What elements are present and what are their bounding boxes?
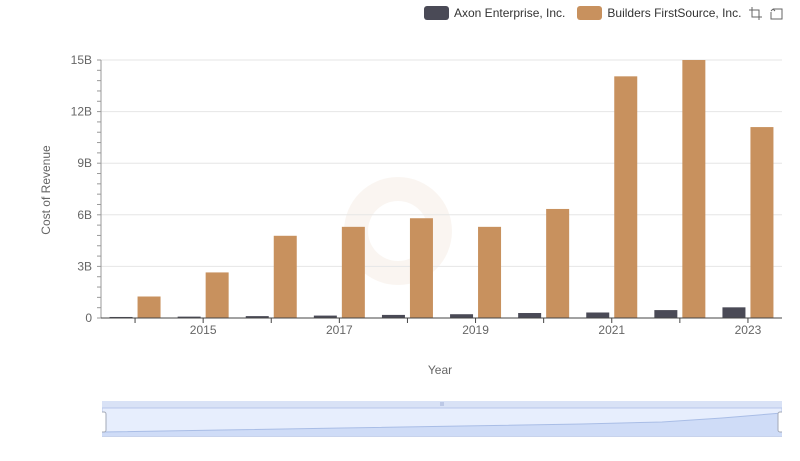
bar-axon-2023[interactable] bbox=[722, 307, 746, 318]
bar-builders-2018[interactable] bbox=[409, 218, 433, 318]
grid-lines bbox=[101, 59, 782, 267]
legend-swatch-axon bbox=[424, 6, 449, 20]
bar-builders-2014[interactable] bbox=[137, 296, 161, 319]
bar-axon-2017[interactable] bbox=[313, 315, 337, 318]
bar-builders-2020[interactable] bbox=[546, 208, 570, 318]
bar-builders-2017[interactable] bbox=[341, 226, 365, 318]
bar-builders-2015[interactable] bbox=[205, 272, 229, 318]
bars bbox=[109, 60, 774, 319]
bar-builders-2021[interactable] bbox=[614, 76, 638, 318]
zoom-slider[interactable] bbox=[102, 401, 782, 437]
legend-swatch-builders bbox=[577, 6, 603, 20]
x-tick-label: 2017 bbox=[326, 323, 353, 337]
bar-builders-2023[interactable] bbox=[750, 127, 774, 318]
y-tick-label: 12B bbox=[71, 105, 92, 119]
y-tick-label: 6B bbox=[77, 208, 92, 222]
zoom-icon[interactable] bbox=[748, 6, 763, 21]
y-axis: 0 3B 6B 9B 12B 15B bbox=[71, 53, 102, 325]
bar-axon-2021[interactable] bbox=[586, 312, 610, 318]
legend-label-builders: Builders FirstSource, Inc. bbox=[607, 6, 742, 20]
x-tick-label: 2023 bbox=[735, 323, 762, 337]
x-tick-label: 2019 bbox=[462, 323, 489, 337]
chart-toolbar bbox=[748, 6, 790, 21]
y-tick-label: 9B bbox=[77, 156, 92, 170]
bar-axon-2022[interactable] bbox=[654, 310, 678, 318]
zoom-preview-area bbox=[102, 413, 782, 436]
y-axis-title: Cost of Revenue bbox=[39, 145, 53, 235]
bar-builders-2016[interactable] bbox=[273, 235, 297, 318]
legend-item-axon[interactable]: Axon Enterprise, Inc. bbox=[424, 6, 565, 20]
x-axis-title: Year bbox=[427, 363, 453, 377]
bar-axon-2016[interactable] bbox=[245, 316, 269, 318]
x-axis: 2015 2017 2019 2021 2023 bbox=[101, 317, 782, 337]
bar-axon-2014[interactable] bbox=[109, 316, 133, 318]
restore-icon[interactable] bbox=[769, 6, 784, 21]
zoom-handle-right[interactable] bbox=[777, 411, 782, 433]
zoom-drag-grip-icon[interactable] bbox=[440, 402, 444, 406]
x-tick-label: 2021 bbox=[598, 323, 625, 337]
bar-axon-2019[interactable] bbox=[450, 314, 474, 318]
bar-builders-2022[interactable] bbox=[682, 60, 706, 318]
y-tick-label: 3B bbox=[77, 259, 92, 273]
zoom-preview-line bbox=[102, 412, 782, 433]
zoom-handle-left[interactable] bbox=[102, 411, 107, 433]
y-tick-label: 15B bbox=[71, 53, 92, 67]
legend: Axon Enterprise, Inc. Builders FirstSour… bbox=[424, 4, 753, 22]
bar-axon-2020[interactable] bbox=[518, 313, 542, 318]
x-tick-label: 2015 bbox=[190, 323, 217, 337]
bar-builders-2019[interactable] bbox=[478, 226, 502, 318]
bar-axon-2015[interactable] bbox=[177, 316, 201, 318]
legend-label-axon: Axon Enterprise, Inc. bbox=[454, 6, 566, 20]
bar-axon-2018[interactable] bbox=[381, 314, 405, 318]
y-tick-label: 0 bbox=[85, 311, 92, 325]
legend-item-builders[interactable]: Builders FirstSource, Inc. bbox=[577, 6, 741, 20]
